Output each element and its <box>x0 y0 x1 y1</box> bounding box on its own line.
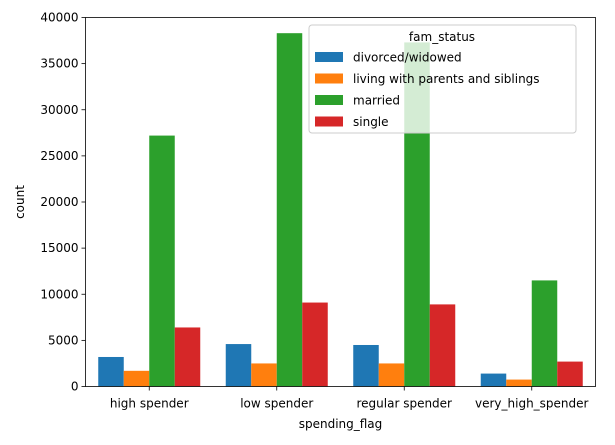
x-tick-label: regular spender <box>356 397 452 411</box>
bar-married-very-high-spender <box>531 280 558 387</box>
bar-divorced-widowed-high-spender <box>98 356 124 387</box>
y-axis: 0 5000 10000 15000 20000 25000 30000 35000 40000 <box>40 11 86 394</box>
legend-swatch <box>315 52 343 62</box>
legend-title: fam_status <box>409 30 475 44</box>
bar-divorced-widowed-very-high-spender <box>480 373 507 387</box>
legend: fam_status divorced/widowed living with p… <box>308 24 577 134</box>
y-tick-label: 30000 <box>40 103 78 117</box>
y-tick-label: 10000 <box>40 287 78 301</box>
legend-swatch <box>315 73 343 84</box>
x-tick-label: very_high_spender <box>475 397 589 411</box>
plot-frame <box>85 17 596 387</box>
bar-divorced-widowed-low-spender <box>225 344 252 387</box>
bar-married-high-spender <box>149 135 175 387</box>
legend-swatch <box>315 95 343 105</box>
bar-living-with-parents-and-siblings-low-spender <box>251 363 277 387</box>
x-tick-label: high spender <box>110 397 189 411</box>
y-tick-label: 15000 <box>40 241 78 255</box>
legend-swatch <box>315 116 343 127</box>
bar-living-with-parents-and-siblings-very-high-spender <box>506 379 532 387</box>
y-tick-label: 40000 <box>40 11 78 25</box>
bar-single-high-spender <box>174 327 201 387</box>
bar-single-regular-spender <box>429 304 456 387</box>
bar-single-low-spender <box>302 302 328 387</box>
legend-label: divorced/widowed <box>353 51 462 65</box>
bar-single-very-high-spender <box>557 361 583 387</box>
bar-living-with-parents-and-siblings-high-spender <box>123 370 150 387</box>
bar-living-with-parents-and-siblings-regular-spender <box>378 363 405 387</box>
y-tick-label: 35000 <box>40 57 78 71</box>
legend-items: divorced/widowed living with parents and … <box>315 51 540 129</box>
legend-label: married <box>353 94 400 108</box>
bar-married-low-spender <box>276 33 303 387</box>
y-tick-label: 0 <box>71 380 79 394</box>
y-tick-label: 25000 <box>40 149 78 163</box>
legend-label: single <box>353 115 389 129</box>
y-tick-label: 20000 <box>40 195 78 209</box>
bar-divorced-widowed-regular-spender <box>353 344 379 387</box>
legend-label: living with parents and siblings <box>353 72 540 86</box>
y-axis-label: count <box>13 185 27 219</box>
x-tick-label: low spender <box>240 397 313 411</box>
y-tick-label: 5000 <box>48 333 79 347</box>
x-axis: high spender low spender regular spender ve… <box>110 386 589 411</box>
x-axis-label: spending_flag <box>299 417 383 431</box>
legend-box <box>308 24 577 134</box>
